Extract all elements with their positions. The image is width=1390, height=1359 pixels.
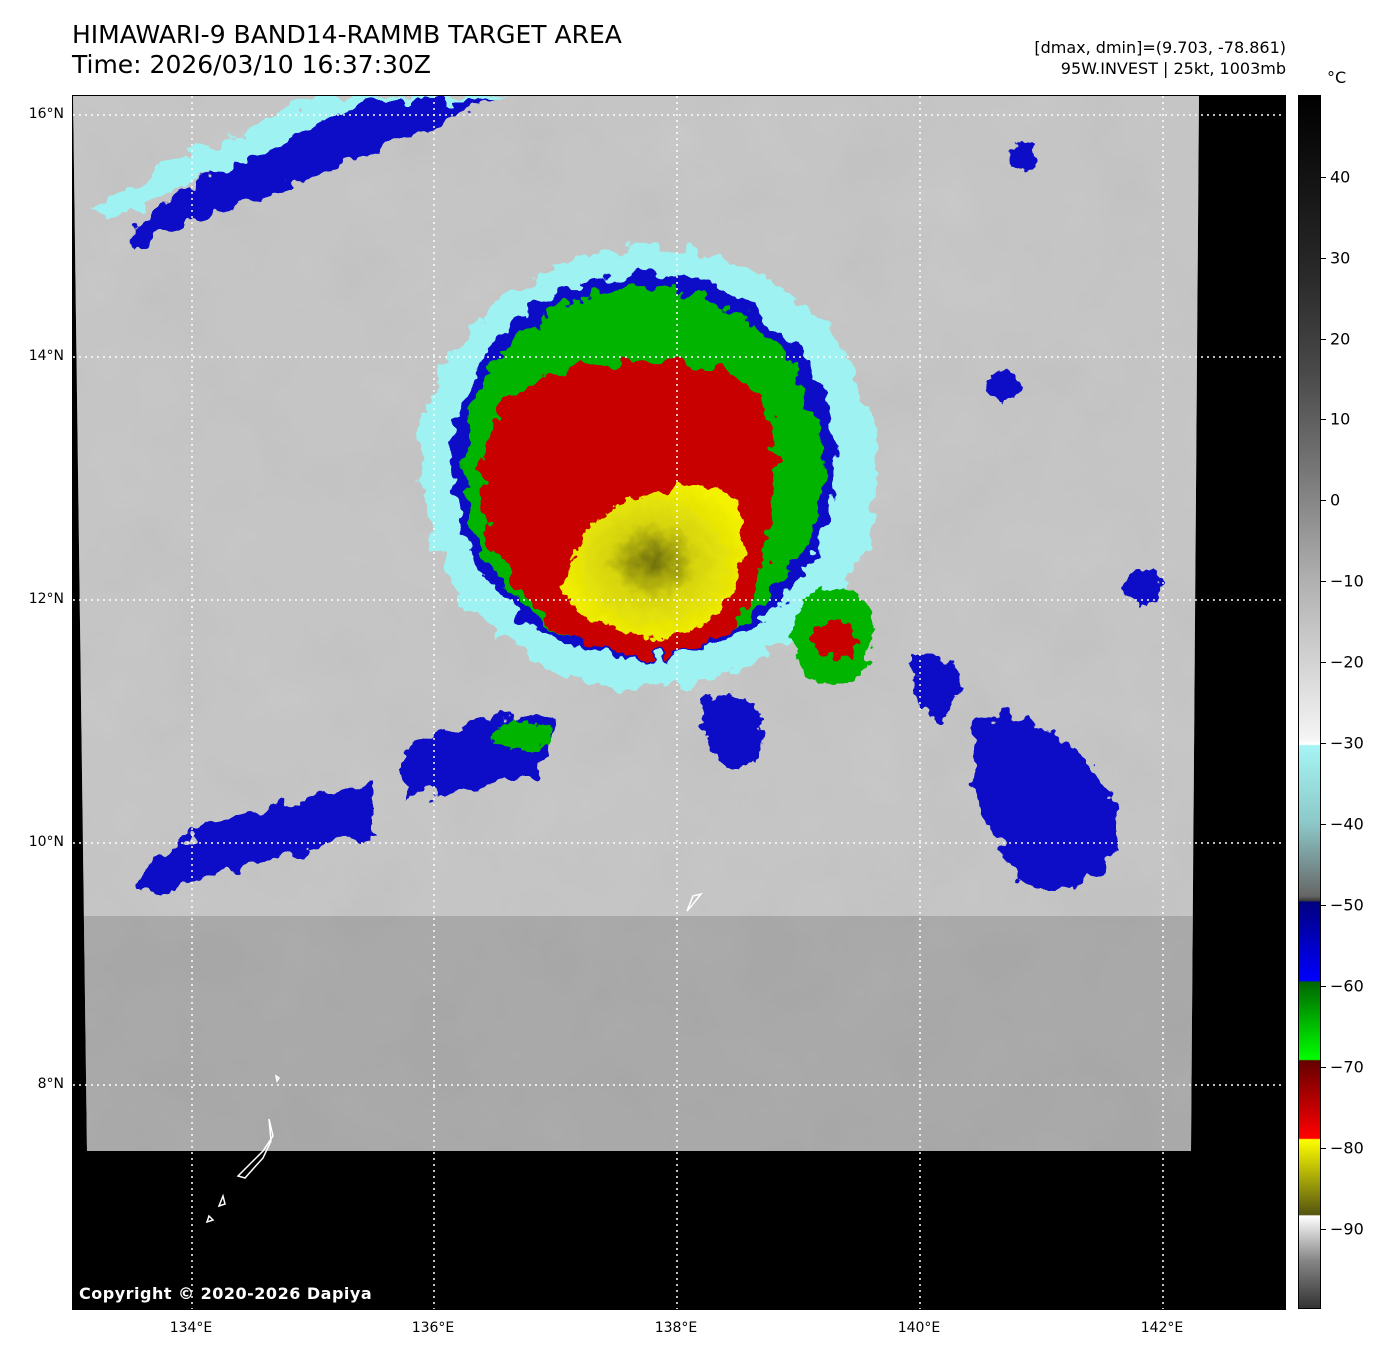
colorbar-label-minus10: −10 [1330, 571, 1364, 591]
colorbar-label-10: 10 [1330, 409, 1351, 429]
colorbar-label-minus40: −40 [1330, 814, 1364, 834]
colorbar-tick [1321, 581, 1326, 582]
title-line-2: Time: 2026/03/10 16:37:30Z [72, 50, 431, 79]
colorbar-tick [1321, 339, 1326, 340]
lon-label-134e: 134°E [169, 1320, 213, 1336]
colorbar-label-minus50: −50 [1330, 895, 1364, 915]
colorbar-tick [1321, 662, 1326, 663]
satellite-map[interactable]: Copyright © 2020-2026 Dapiya [72, 95, 1286, 1310]
colorbar-tick [1321, 258, 1326, 259]
colorbar-label-minus80: −80 [1330, 1138, 1364, 1158]
lat-label-8n: 8°N [37, 1076, 64, 1092]
graticule [73, 96, 1285, 1309]
colorbar-unit: °C [1327, 68, 1347, 87]
colorbar-label-minus30: −30 [1330, 733, 1364, 753]
colorbar-tick [1321, 500, 1326, 501]
lon-label-140e: 140°E [897, 1320, 941, 1336]
colorbar-label-30: 30 [1330, 248, 1351, 268]
storm-details: 95W.INVEST | 25kt, 1003mb [1060, 59, 1286, 78]
colorbar-tick [1321, 905, 1326, 906]
lon-label-136e: 136°E [411, 1320, 455, 1336]
data-range: [dmax, dmin]=(9.703, -78.861) [1034, 38, 1286, 57]
storm-cloud-shield [419, 248, 879, 754]
colorbar-label-20: 20 [1330, 329, 1351, 349]
colorbar-label-40: 40 [1330, 167, 1351, 187]
colorbar-label-minus70: −70 [1330, 1057, 1364, 1077]
colorbar-tick [1321, 177, 1326, 178]
colorbar-tick [1321, 824, 1326, 825]
colorbar-tick [1321, 1148, 1326, 1149]
colorbar-label-minus20: −20 [1330, 652, 1364, 672]
colorbar-tick [1321, 986, 1326, 987]
image-title: HIMAWARI-9 BAND14-RAMMB TARGET AREA Time… [72, 20, 622, 80]
satellite-imagery [73, 96, 1285, 1309]
colorbar-label-0: 0 [1330, 490, 1341, 510]
lon-label-138e: 138°E [654, 1320, 698, 1336]
lat-label-14n: 14°N [28, 348, 64, 364]
lon-label-142e: 142°E [1140, 1320, 1184, 1336]
colorbar-tick [1321, 419, 1326, 420]
colorbar-tick [1321, 743, 1326, 744]
copyright-text: Copyright © 2020-2026 Dapiya [79, 1284, 373, 1303]
colorbar-tick [1321, 1067, 1326, 1068]
title-line-1: HIMAWARI-9 BAND14-RAMMB TARGET AREA [72, 20, 622, 49]
lat-label-16n: 16°N [28, 106, 64, 122]
lat-label-10n: 10°N [28, 834, 64, 850]
colorbar-label-minus90: −90 [1330, 1219, 1364, 1239]
colorbar-label-minus60: −60 [1330, 976, 1364, 996]
storm-info: [dmax, dmin]=(9.703, -78.861) 95W.INVEST… [1034, 37, 1286, 79]
coastlines [205, 892, 703, 1224]
colorbar-tick [1321, 1229, 1326, 1230]
lat-label-12n: 12°N [28, 591, 64, 607]
temperature-colorbar [1298, 95, 1321, 1309]
